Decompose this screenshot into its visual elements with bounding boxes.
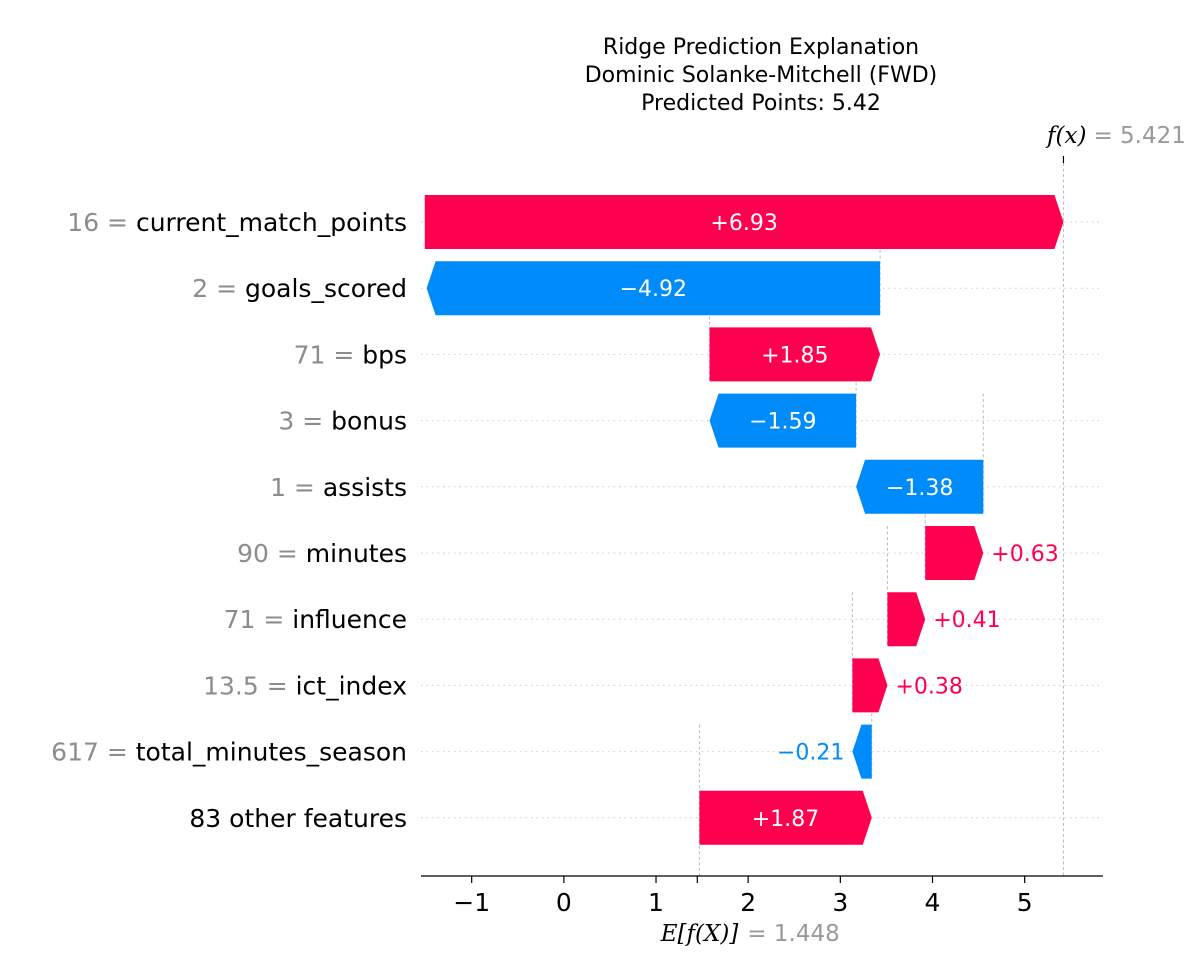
feature-value: 16 =	[67, 208, 136, 237]
x-axis: −1 0 1 2 3 4 5	[421, 875, 1103, 917]
fx-value: = 5.421	[1093, 123, 1185, 149]
x-tick-label: 0	[556, 888, 572, 917]
bar-value-label: +0.38	[895, 674, 962, 699]
feature-name: goals_scored	[245, 274, 407, 303]
waterfall-bar-assists	[856, 459, 984, 514]
bar-value-label: +6.93	[710, 211, 777, 236]
feature-label: 13.5 = ict_index	[203, 671, 407, 700]
waterfall-bar-bonus	[709, 393, 857, 448]
feature-value: 2 =	[192, 274, 245, 303]
x-tick-label: 2	[740, 888, 756, 917]
bar-value-label: +1.87	[752, 807, 819, 832]
feature-label: 83 other features	[189, 804, 407, 833]
feature-value: 13.5 =	[203, 671, 296, 700]
waterfall-bar-total-minutes-season	[852, 724, 872, 779]
feature-value: 1 =	[270, 473, 323, 502]
feature-label: 71 = influence	[224, 605, 407, 634]
feature-label: 16 = current_match_points	[67, 208, 407, 237]
efx-label: E[f(X)]	[660, 921, 739, 947]
feature-name: ict_index	[296, 671, 407, 700]
feature-name: bonus	[331, 407, 407, 436]
efx-annotation: E[f(X)] = 1.448	[660, 921, 840, 947]
feature-name: 83 other features	[189, 804, 407, 833]
x-tick-label: −1	[453, 888, 490, 917]
feature-name: bps	[362, 340, 407, 369]
x-tick-label: 4	[925, 888, 941, 917]
chart-title: Ridge Prediction Explanation Dominic Sol…	[585, 35, 938, 116]
feature-name: minutes	[306, 539, 407, 568]
title-line-3: Predicted Points: 5.42	[641, 91, 881, 116]
waterfall-bar-83-other-features	[699, 790, 872, 845]
feature-value: 71 =	[224, 605, 293, 634]
waterfall-bar-ict-index	[852, 658, 888, 713]
feature-name: assists	[323, 473, 407, 502]
waterfall-bar-bps	[709, 327, 881, 382]
waterfall-bar-influence	[887, 592, 926, 647]
x-tick-label: 1	[648, 888, 664, 917]
feature-label: 1 = assists	[270, 473, 407, 502]
feature-value: 617 =	[51, 738, 136, 767]
x-tick-label: 5	[1017, 888, 1033, 917]
efx-value: = 1.448	[747, 921, 839, 947]
waterfall-bar-minutes	[925, 526, 984, 580]
bar-value-label: −1.38	[886, 476, 953, 501]
bar-value-label: +1.85	[761, 343, 828, 368]
waterfall-bar-goals-scored	[426, 261, 881, 316]
feature-label: 90 = minutes	[237, 539, 407, 568]
feature-value: 71 =	[294, 340, 363, 369]
bar-value-label: −0.21	[777, 741, 844, 766]
feature-name: total_minutes_season	[136, 738, 407, 767]
waterfall-bar-current-match-points	[424, 195, 1064, 249]
bars-layer: +6.93 −4.92 +1.85 −1.59 −1.38 +0.63 +0.41 +0.38…	[424, 195, 1064, 845]
feature-label: 617 = total_minutes_season	[51, 738, 407, 767]
title-line-2: Dominic Solanke-Mitchell (FWD)	[585, 63, 938, 88]
title-line-1: Ridge Prediction Explanation	[603, 35, 919, 60]
feature-label: 2 = goals_scored	[192, 274, 407, 303]
feature-label: 3 = bonus	[278, 407, 407, 436]
feature-label: 71 = bps	[294, 340, 407, 369]
feature-name: current_match_points	[136, 208, 407, 237]
bar-value-label: +0.63	[991, 542, 1058, 567]
bar-value-label: −4.92	[620, 277, 687, 302]
bar-value-label: +0.41	[933, 608, 1000, 633]
fx-annotation: f(x) = 5.421	[1045, 123, 1186, 163]
feature-name: influence	[292, 605, 407, 634]
feature-value: 90 =	[237, 539, 306, 568]
x-tick-label: 3	[832, 888, 848, 917]
feature-value: 3 =	[278, 407, 331, 436]
feature-labels: 16 = current_match_points 2 = goals_score…	[51, 208, 407, 833]
bar-value-label: −1.59	[749, 410, 816, 435]
fx-label: f(x)	[1045, 123, 1086, 149]
